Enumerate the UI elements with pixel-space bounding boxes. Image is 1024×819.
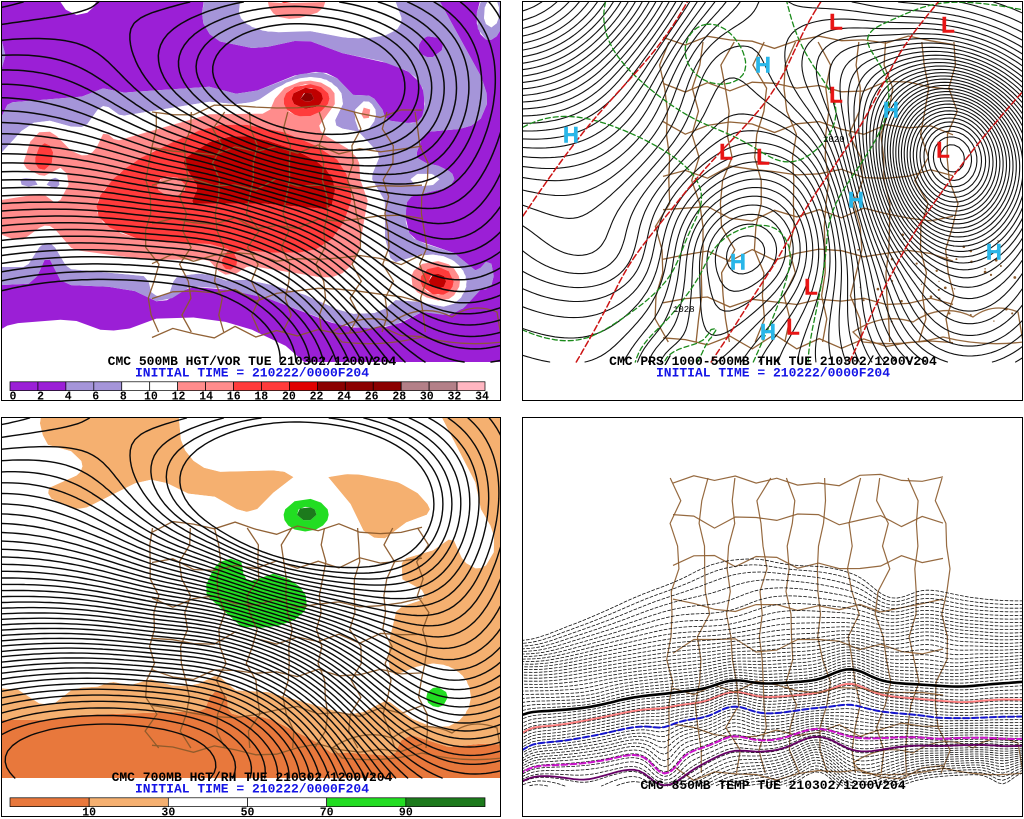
svg-text:INITIAL TIME = 210222/0000F204: INITIAL TIME = 210222/0000F204 [135,366,369,381]
svg-text:30: 30 [161,806,175,817]
svg-text:INITIAL TIME = 210222/0000F204: INITIAL TIME = 210222/0000F204 [135,782,369,797]
svg-text:L: L [719,140,732,165]
svg-text:H: H [986,240,1002,265]
svg-text:70: 70 [320,806,334,817]
svg-text:6: 6 [92,390,99,401]
svg-text:INITIAL TIME = 210222/0000F204: INITIAL TIME = 210222/0000F204 [656,366,890,381]
svg-text:1028: 1028 [673,305,695,315]
svg-text:L: L [941,13,954,38]
svg-text:L: L [786,315,799,340]
svg-text:16: 16 [227,390,241,401]
svg-text:10: 10 [82,806,96,817]
svg-text:H: H [883,98,899,123]
svg-text:18: 18 [254,390,268,401]
svg-text:28: 28 [392,390,406,401]
svg-text:22: 22 [310,390,324,401]
svg-text:CMC 850MB TEMP TUE 210302/1200: CMC 850MB TEMP TUE 210302/1200V204 [640,778,905,793]
svg-text:14: 14 [199,390,213,401]
svg-text:L: L [829,83,842,108]
svg-text:H: H [760,320,776,345]
svg-text:L: L [936,138,949,163]
svg-text:L: L [756,145,769,170]
svg-text:26: 26 [365,390,379,401]
svg-text:L: L [829,10,842,35]
svg-text:0: 0 [10,390,17,401]
svg-text:H: H [755,53,771,78]
svg-text:L: L [804,275,817,300]
svg-text:90: 90 [399,806,413,817]
svg-text:50: 50 [241,806,255,817]
svg-text:8: 8 [120,390,127,401]
svg-text:2: 2 [37,390,44,401]
svg-text:30: 30 [420,390,434,401]
svg-text:34: 34 [475,390,489,401]
svg-text:4: 4 [65,390,72,401]
svg-text:24: 24 [337,390,351,401]
svg-text:H: H [848,188,864,213]
svg-text:20: 20 [282,390,296,401]
svg-text:H: H [563,123,579,148]
svg-text:1020: 1020 [823,135,845,145]
svg-text:H: H [730,250,746,275]
svg-text:32: 32 [448,390,462,401]
svg-text:12: 12 [172,390,186,401]
svg-text:10: 10 [144,390,158,401]
